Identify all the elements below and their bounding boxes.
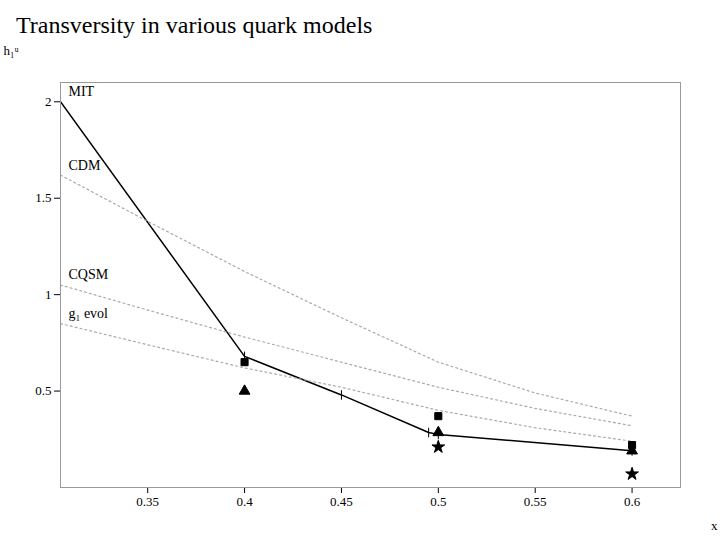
svg-text:x: x [711,518,718,533]
svg-text:0.45: 0.45 [330,494,353,509]
svg-text:g₁ evol: g₁ evol [69,306,109,321]
svg-text:0.55: 0.55 [524,494,547,509]
html-text:Transversity in various quark: Transversity in various quark models [16,12,373,38]
svg-text:2: 2 [45,94,52,109]
svg-text:0.35: 0.35 [136,494,159,509]
svg-text:0.5: 0.5 [35,383,51,398]
svg-text:CDM: CDM [69,158,101,173]
svg-text:CQSM: CQSM [69,267,109,282]
svg-text:1: 1 [45,287,52,302]
svg-text:0.4: 0.4 [236,494,253,509]
svg-text:0.5: 0.5 [430,494,446,509]
svg-text:1.5: 1.5 [35,190,51,205]
svg-text:h₁ᵘ: h₁ᵘ [4,43,19,58]
svg-text:MIT: MIT [69,84,95,99]
svg-text:0.6: 0.6 [624,494,641,509]
